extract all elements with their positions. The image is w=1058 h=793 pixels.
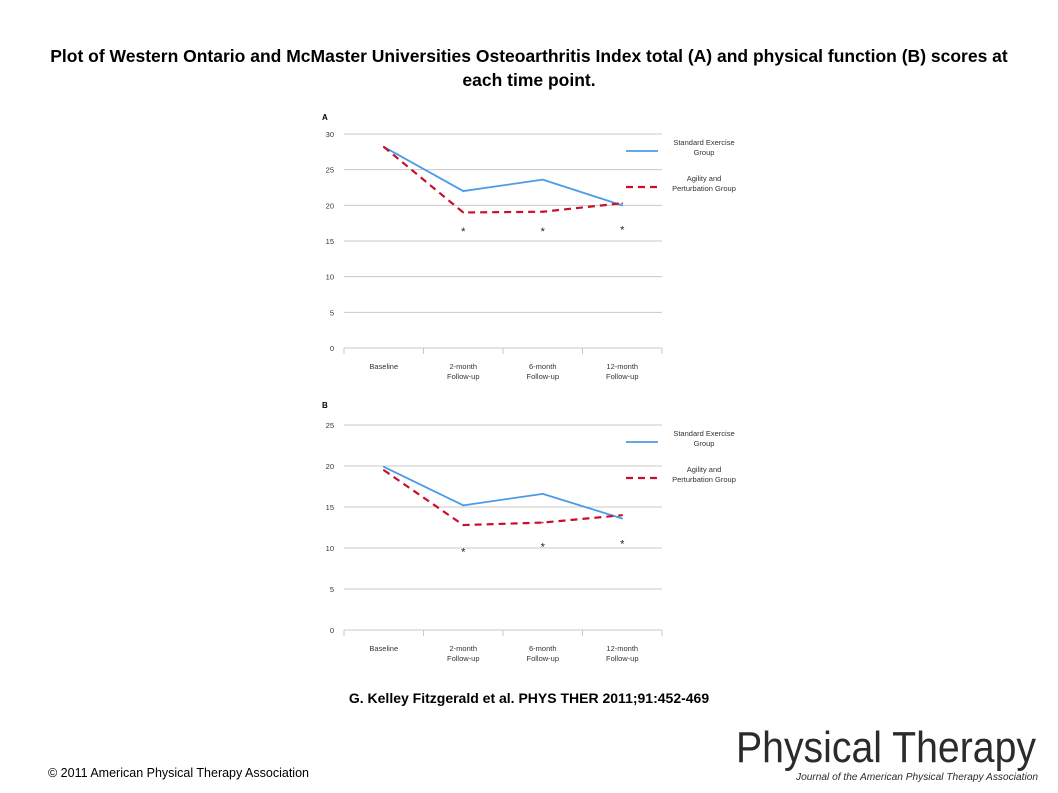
page-title: Plot of Western Ontario and McMaster Uni… [50, 46, 1008, 90]
data-point [462, 211, 465, 214]
data-point [621, 204, 624, 207]
data-point [541, 178, 544, 181]
x-tick-label: 2-month Follow-up [447, 644, 480, 663]
citation: G. Kelley Fitzgerald et al. PHYS THER 20… [348, 690, 710, 706]
data-point [382, 146, 385, 148]
series-line-standard [383, 466, 623, 520]
svg-text:Physical Therapy: Physical Therapy [736, 723, 1036, 772]
y-tick-label: 25 [326, 166, 334, 175]
x-tick-label: 6-month Follow-up [526, 644, 559, 663]
series-line-agility [383, 145, 623, 214]
significance-marker: * [541, 226, 546, 238]
svg-text:Journal of the American Physic: Journal of the American Physical Therapy… [795, 772, 1038, 783]
significance-marker: * [461, 226, 466, 238]
y-tick-label: 30 [326, 130, 334, 139]
y-tick-label: 15 [326, 503, 334, 512]
data-point [541, 493, 544, 495]
legend-label: Standard Exercise Group [673, 138, 734, 157]
chart-panel-b: B 0 5 10 15 20 25 Baseline 2-month Follow-up 6-mon… [322, 401, 736, 663]
panel-label: B [322, 401, 328, 410]
significance-marker: * [541, 542, 546, 554]
significance-marker: * [620, 224, 625, 236]
data-point [382, 466, 385, 468]
data-point [541, 521, 544, 524]
y-tick-label: 15 [326, 237, 334, 246]
charts-figure: A 0 5 10 15 20 25 30 Baseline 2-month Follow-up 6-m… [322, 113, 736, 663]
significance-marker: * [461, 547, 466, 559]
series-line-standard [383, 146, 623, 207]
x-tick-label: Baseline [369, 362, 398, 371]
series-line-agility [383, 469, 623, 527]
significance-marker: * [620, 538, 625, 550]
data-point [462, 504, 465, 507]
data-point [541, 210, 544, 213]
x-tick-label: Baseline [369, 644, 398, 653]
x-tick-label: 2-month Follow-up [447, 362, 480, 381]
copyright-notice: © 2011 American Physical Therapy Associa… [48, 766, 309, 780]
y-tick-label: 0 [330, 344, 334, 353]
data-point [382, 469, 385, 471]
y-tick-label: 10 [326, 544, 334, 553]
y-tick-label: 5 [330, 308, 334, 317]
y-tick-label: 20 [326, 462, 334, 471]
panel-label: A [322, 113, 328, 122]
data-point [462, 524, 465, 526]
data-point [621, 517, 624, 520]
data-point [621, 202, 624, 204]
physical-therapy-logo: Physical Therapy Journal of the American… [736, 723, 1038, 783]
chart-panel-a: A 0 5 10 15 20 25 30 Baseline 2-month Follow-up 6-m… [322, 113, 736, 381]
y-tick-label: 0 [330, 626, 334, 635]
y-tick-label: 25 [326, 421, 334, 430]
data-point [462, 190, 465, 192]
x-tick-label: 12-month Follow-up [606, 362, 639, 381]
x-tick-label: 6-month Follow-up [526, 362, 559, 381]
data-point [621, 514, 624, 516]
y-tick-label: 20 [326, 201, 334, 210]
y-tick-label: 10 [326, 273, 334, 282]
y-tick-label: 5 [330, 585, 334, 594]
legend-label: Standard Exercise Group [673, 429, 734, 448]
legend-label: Agility and Perturbation Group [672, 465, 736, 484]
x-tick-label: 12-month Follow-up [606, 644, 639, 663]
legend-label: Agility and Perturbation Group [672, 174, 736, 193]
